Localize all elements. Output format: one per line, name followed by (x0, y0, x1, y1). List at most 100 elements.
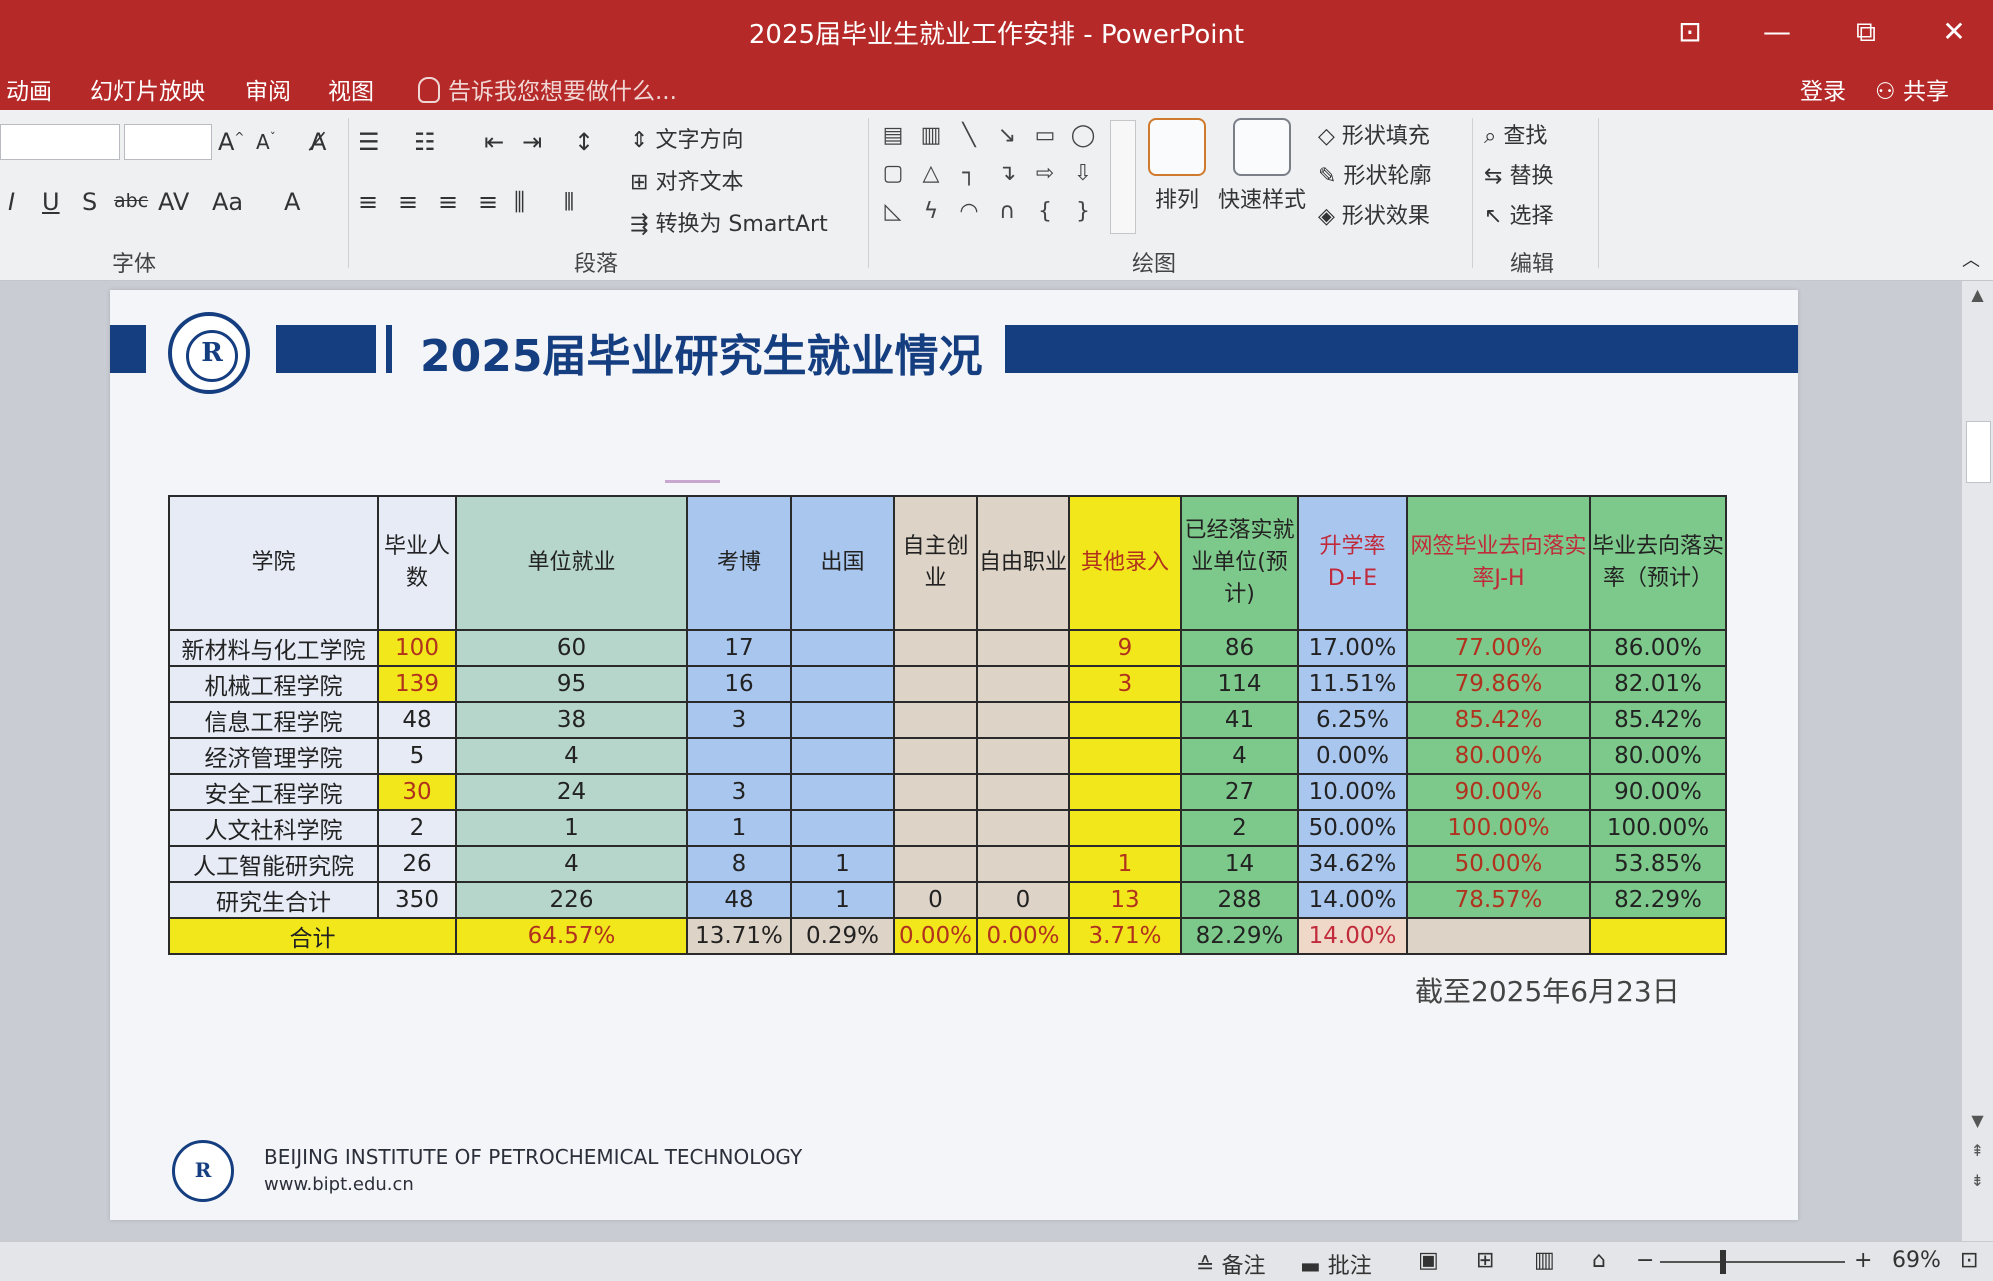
freeform-icon[interactable]: ◺ (884, 199, 902, 224)
zoom-out-button[interactable]: − (1636, 1248, 1655, 1273)
fit-slide-icon[interactable]: ⊡ (1960, 1248, 1979, 1273)
zoom-slider[interactable] (1660, 1261, 1845, 1263)
ribbon-display-options-button[interactable]: ⊡ (1678, 15, 1702, 48)
total-label: 合计 (168, 917, 457, 955)
comments-button[interactable]: ▬ 批注 (1300, 1248, 1372, 1280)
font-size-dropdown[interactable] (124, 124, 212, 160)
replace-button[interactable]: ⇆ 替换 (1484, 158, 1553, 190)
convert-smartart-button[interactable]: ⇶ 转换为 SmartArt (630, 206, 828, 238)
next-slide-icon[interactable]: ⇟ (1970, 1171, 1985, 1190)
underline-icon[interactable]: U (42, 188, 60, 216)
line-icon[interactable]: ╲ (962, 123, 976, 148)
find-button[interactable]: ⌕ 查找 (1484, 118, 1547, 150)
table-cell: 27 (1180, 773, 1299, 811)
grow-font-icon[interactable]: A^ (218, 128, 245, 156)
rounded-rect-icon[interactable]: ▢ (882, 161, 904, 186)
notes-button[interactable]: ≙ 备注 (1196, 1248, 1265, 1280)
shadow-icon[interactable]: S (82, 188, 98, 216)
bullets-icon[interactable]: ☰ (358, 128, 380, 156)
table-cell: 4 (455, 737, 688, 775)
slide-sorter-icon[interactable]: ⊞ (1476, 1248, 1495, 1273)
tab-animations[interactable]: 动画 (6, 79, 52, 105)
table-cell (976, 665, 1070, 703)
login-button[interactable]: 登录 (1800, 79, 1846, 105)
curve-icon[interactable]: ∩ (998, 199, 1016, 224)
employment-table[interactable]: 学院 毕业人数 单位就业 考博 出国 自主创业 自由职业 其他录入 已经落实就业… (168, 495, 1727, 955)
vertical-textbox-icon[interactable]: ▥ (920, 123, 942, 148)
distribute-icon[interactable]: ⫼ (514, 188, 526, 216)
collapse-ribbon-icon[interactable]: ︿ (1962, 250, 1980, 271)
strikethrough-icon[interactable]: abc (114, 190, 149, 212)
shape-effects-button[interactable]: ◈ 形状效果 (1318, 198, 1430, 230)
center-icon[interactable]: ≡ (398, 188, 419, 216)
font-name-dropdown[interactable] (0, 124, 120, 160)
tab-view[interactable]: 视图 (328, 79, 374, 105)
restore-button[interactable]: ⧉ (1856, 15, 1876, 48)
numbering-icon[interactable]: ☷ (414, 128, 436, 156)
shapes-gallery-scroll[interactable] (1110, 120, 1136, 234)
italic-icon[interactable]: I (8, 188, 16, 216)
textbox-icon[interactable]: ▤ (882, 123, 904, 148)
elbow-connector-icon[interactable]: ┐ (962, 161, 976, 186)
table-cell: 2 (377, 809, 457, 847)
table-cell (976, 809, 1070, 847)
shapes-gallery[interactable]: ▤ ▥ ╲ ↘ ▭ ◯ ▢ △ ┐ ↴ ⇨ ⇩ ◺ ϟ ◠ ∩ { } (876, 120, 1136, 232)
right-brace-icon[interactable]: } (1076, 199, 1090, 224)
slide[interactable]: R 2025届毕业研究生就业情况 学院 毕业人数 单位就业 考博 出国 自主创业… (110, 290, 1798, 1220)
tell-me-search[interactable]: 告诉我您想要做什么... (418, 72, 677, 106)
columns-icon[interactable]: ⫴ (564, 188, 575, 216)
scroll-up-icon[interactable]: ▲ (1971, 285, 1984, 304)
share-button[interactable]: ⚇ 共享 (1875, 72, 1949, 106)
line-spacing-icon[interactable]: ↕ (574, 128, 595, 156)
group-label-drawing: 绘图 (1132, 252, 1177, 277)
tab-review[interactable]: 审阅 (245, 79, 291, 105)
reading-view-icon[interactable]: ▥ (1534, 1248, 1555, 1273)
align-right-icon[interactable]: ≡ (438, 188, 459, 216)
table-cell: 79.86% (1406, 665, 1591, 703)
shape-outline-label: 形状轮廓 (1343, 164, 1432, 189)
down-arrow-icon[interactable]: ⇩ (1073, 161, 1093, 186)
previous-slide-icon[interactable]: ⇞ (1970, 1141, 1985, 1160)
arrange-button[interactable]: 排列 (1146, 118, 1208, 214)
zoom-level[interactable]: 69% (1892, 1248, 1941, 1273)
oval-icon[interactable]: ◯ (1070, 123, 1096, 148)
college-name-cell: 人工智能研究院 (168, 845, 379, 883)
zoom-slider-thumb[interactable] (1720, 1250, 1726, 1274)
shape-outline-button[interactable]: ✎ 形状轮廓 (1318, 158, 1431, 190)
zoom-in-button[interactable]: + (1854, 1248, 1873, 1273)
scroll-thumb[interactable] (1966, 421, 1991, 483)
table-cell (790, 773, 895, 811)
table-cell: 78.57% (1406, 881, 1591, 919)
arrow-line-icon[interactable]: ↘ (997, 123, 1017, 148)
slideshow-icon[interactable]: ⌂ (1592, 1248, 1606, 1273)
close-button[interactable]: ✕ (1942, 15, 1966, 48)
scroll-down-icon[interactable]: ▼ (1971, 1111, 1984, 1130)
select-button[interactable]: ↖ 选择 (1484, 198, 1553, 230)
font-color-icon[interactable]: A (284, 188, 301, 216)
quick-styles-button[interactable]: 快速样式 (1214, 118, 1310, 214)
shape-fill-button[interactable]: ◇ 形状填充 (1318, 118, 1430, 150)
normal-view-icon[interactable]: ▣ (1418, 1248, 1439, 1273)
justify-icon[interactable]: ≡ (478, 188, 499, 216)
scribble-icon[interactable]: ϟ (923, 199, 939, 224)
right-arrow-icon[interactable]: ⇨ (1035, 161, 1055, 186)
tab-slideshow[interactable]: 幻灯片放映 (90, 79, 205, 105)
vertical-scrollbar[interactable]: ▲ ▼ ⇞ ⇟ (1962, 281, 1993, 1241)
table-cell: 3 (686, 701, 792, 739)
decrease-indent-icon[interactable]: ⇤ (484, 128, 505, 156)
align-left-icon[interactable]: ≡ (358, 188, 379, 216)
minimize-button[interactable]: — (1763, 15, 1791, 48)
text-direction-button[interactable]: ⇕ 文字方向 (630, 122, 743, 154)
elbow-arrow-icon[interactable]: ↴ (997, 161, 1017, 186)
left-brace-icon[interactable]: { (1038, 199, 1052, 224)
arc-icon[interactable]: ◠ (959, 199, 979, 224)
slide-title[interactable]: 2025届毕业研究生就业情况 (420, 331, 983, 382)
rectangle-icon[interactable]: ▭ (1034, 123, 1056, 148)
increase-indent-icon[interactable]: ⇥ (522, 128, 543, 156)
char-spacing-icon[interactable]: AV (158, 188, 190, 216)
shrink-font-icon[interactable]: Aˇ (256, 130, 276, 154)
clear-formatting-icon[interactable]: A̸ (310, 128, 327, 156)
align-text-button[interactable]: ⊞ 对齐文本 (630, 164, 743, 196)
change-case-icon[interactable]: Aa (212, 188, 244, 216)
triangle-icon[interactable]: △ (922, 161, 940, 186)
